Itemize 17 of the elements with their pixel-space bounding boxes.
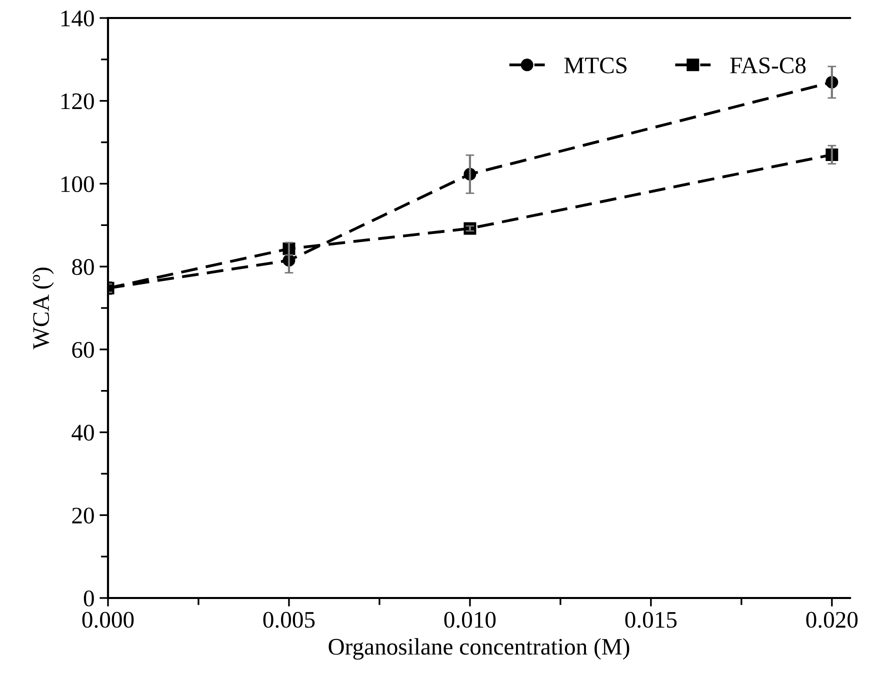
y-tick-label: 120	[61, 93, 94, 110]
x-tick-label: 0.005	[263, 612, 315, 628]
y-tick-label: 20	[72, 508, 94, 524]
x-tick-label: 0.015	[625, 612, 677, 628]
y-tick-label: 140	[61, 10, 94, 26]
y-axis-title: WCA (º)	[32, 268, 54, 350]
y-tick-label: 100	[61, 176, 94, 192]
y-tick-label: 0	[84, 590, 94, 606]
y-tick-label: 80	[72, 259, 94, 275]
y-tick-label: 40	[72, 424, 94, 441]
x-tick-label: 0.020	[806, 612, 858, 628]
x-tick-label: 0.010	[444, 612, 496, 628]
y-tick-label: 60	[72, 342, 94, 358]
legend-label: MTCS	[564, 58, 627, 74]
x-tick-label: 0.000	[82, 612, 134, 628]
x-axis-title: Organosilane concentration (M)	[328, 638, 630, 660]
legend-label: FAS-C8	[730, 57, 806, 74]
